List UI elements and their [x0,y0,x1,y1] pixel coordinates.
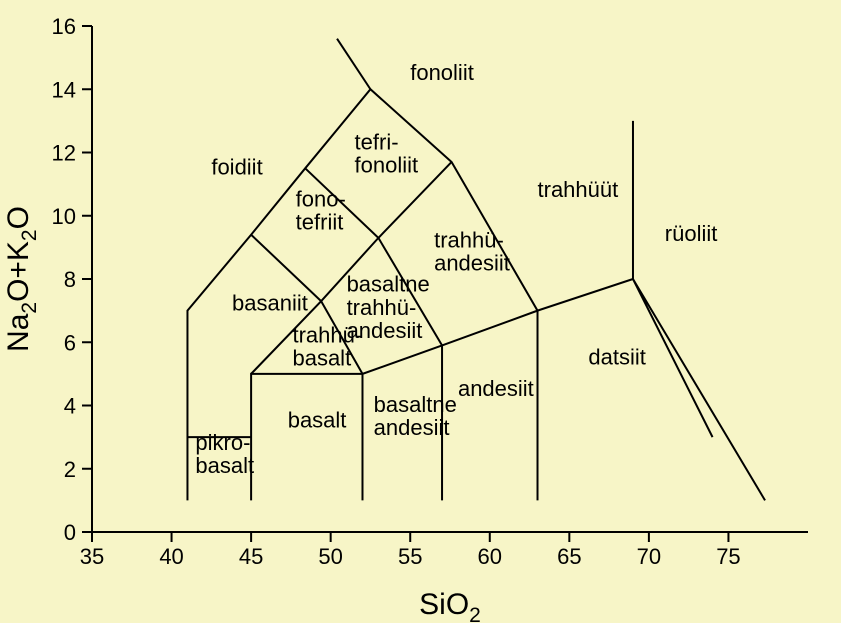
svg-text:trahhü-: trahhü- [434,227,504,252]
svg-text:andesiit: andesiit [374,415,450,440]
svg-text:rüoliit: rüoliit [665,221,718,246]
x-tick-label: 40 [159,544,183,569]
y-tick-label: 12 [52,141,76,166]
field-label: fonoliit [410,60,474,85]
x-tick-label: 50 [318,544,342,569]
svg-text:basaltne: basaltne [374,392,457,417]
y-tick-label: 6 [64,330,76,355]
x-tick-label: 35 [80,544,104,569]
field-label: rüoliit [665,221,718,246]
x-tick-label: 75 [716,544,740,569]
tas-diagram: 35 40 45 50 55 60 65 70 75 0 2 4 6 8 10 12 14 16 foidiit te… [0,0,841,623]
svg-text:basaltne: basaltne [347,272,430,297]
svg-text:trahhü-: trahhü- [347,295,417,320]
field-label: foidiit [211,155,262,180]
svg-text:tefri-: tefri- [355,129,399,154]
x-tick-label: 45 [239,544,263,569]
x-tick-label: 70 [637,544,661,569]
field-label: andesiit [458,376,534,401]
field-label: basaltneandesiit [374,392,457,440]
field-label: trahhü-andesiit [434,227,510,275]
x-tick-label: 65 [557,544,581,569]
svg-text:fonoliit: fonoliit [355,152,419,177]
field-label: fono-tefriit [296,186,346,234]
field-label: pikro-basalt [195,430,254,478]
svg-text:datsiit: datsiit [588,344,645,369]
y-tick-label: 16 [52,14,76,39]
svg-text:fono-: fono- [296,186,346,211]
chart-svg: 35 40 45 50 55 60 65 70 75 0 2 4 6 8 10 12 14 16 foidiit te… [0,0,841,623]
y-tick-label: 8 [64,267,76,292]
field-label: trahhüüt [538,177,619,202]
svg-text:basalt: basalt [288,408,347,433]
y-tick-label: 10 [52,204,76,229]
field-label: datsiit [588,344,645,369]
x-tick-label: 60 [478,544,502,569]
y-tick-label: 4 [64,394,76,419]
svg-text:tefriit: tefriit [296,209,344,234]
svg-text:pikro-: pikro- [195,430,250,455]
svg-text:trahhüüt: trahhüüt [538,177,619,202]
svg-text:andesiit: andesiit [458,376,534,401]
y-tick-label: 14 [52,77,76,102]
y-tick-label: 2 [64,457,76,482]
svg-text:basalt: basalt [292,345,351,370]
x-tick-label: 55 [398,544,422,569]
svg-text:basaniit: basaniit [232,291,308,316]
field-label: basalt [288,408,347,433]
field-label: basaniit [232,291,308,316]
svg-text:andesiit: andesiit [347,318,423,343]
svg-text:fonoliit: fonoliit [410,60,474,85]
y-tick-label: 0 [64,520,76,545]
svg-text:foidiit: foidiit [211,155,262,180]
svg-text:andesiit: andesiit [434,250,510,275]
svg-text:basalt: basalt [195,453,254,478]
